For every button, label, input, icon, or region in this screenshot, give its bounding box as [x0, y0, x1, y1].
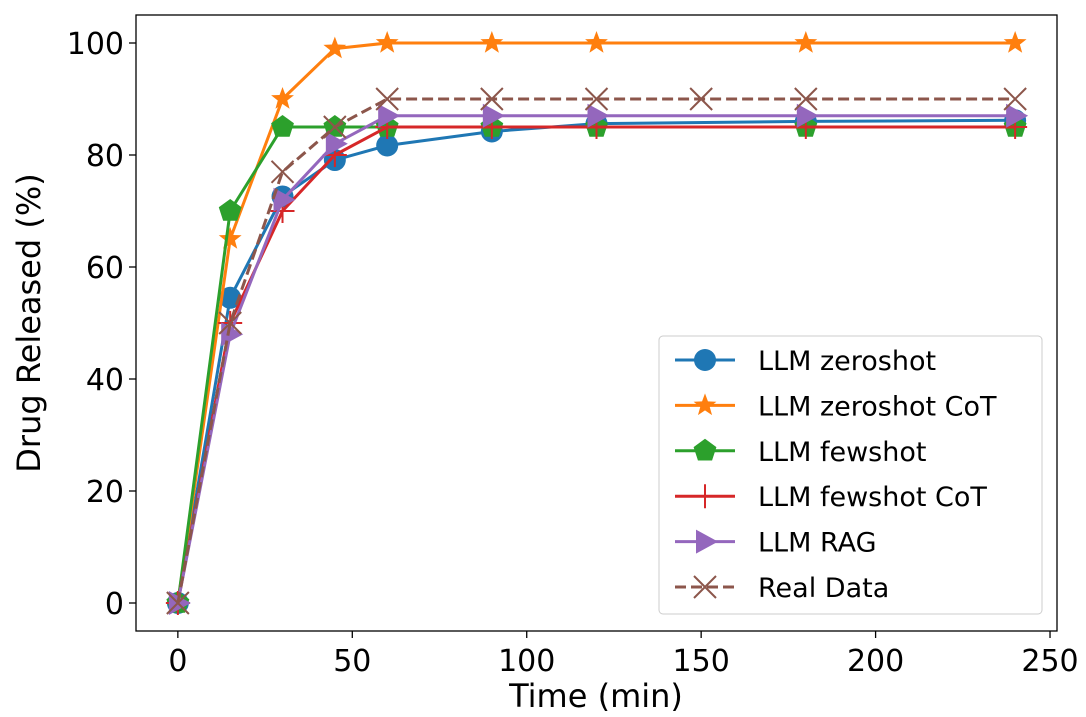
data-point	[323, 115, 347, 139]
data-point	[218, 311, 242, 335]
legend-item: Real Data	[675, 573, 889, 604]
data-point	[794, 87, 818, 111]
x-tick-label: 50	[333, 644, 371, 679]
data-point	[273, 187, 296, 212]
y-tick-label: 100	[67, 27, 124, 62]
legend-item: LLM fewshot CoT	[675, 482, 987, 513]
data-point	[587, 103, 610, 128]
y-tick-label: 20	[86, 475, 124, 510]
legend-item: LLM zeroshot	[675, 346, 936, 377]
y-axis-label: Drug Released (%)	[10, 173, 48, 472]
y-tick-label: 40	[86, 363, 124, 398]
data-point	[796, 103, 819, 128]
data-point	[168, 591, 191, 615]
legend-item: LLM zeroshot CoT	[675, 391, 997, 422]
data-point	[221, 322, 244, 347]
y-tick-label: 0	[105, 587, 124, 622]
legend-marker	[693, 484, 717, 509]
legend-label: Real Data	[758, 573, 889, 604]
data-point	[378, 103, 401, 128]
legend-marker	[693, 438, 717, 461]
plot-frame	[135, 14, 1058, 632]
data-point	[482, 103, 505, 128]
data-point	[218, 199, 242, 221]
legend-label: LLM zeroshot CoT	[758, 391, 997, 422]
data-point	[1003, 31, 1027, 53]
x-tick-label: 250	[1021, 644, 1078, 679]
data-point	[271, 115, 294, 137]
x-tick-label: 0	[168, 644, 187, 679]
data-point	[585, 31, 608, 53]
data-point	[271, 87, 294, 109]
data-point	[325, 131, 348, 156]
data-point	[689, 87, 713, 111]
data-point	[218, 227, 242, 249]
x-tick-label: 150	[673, 644, 730, 679]
data-point	[270, 160, 295, 184]
y-tick-label: 80	[86, 139, 124, 174]
series-1	[166, 31, 1027, 613]
legend: LLM zeroshot LLM zeroshot CoT LLM fewshot L…	[658, 335, 1043, 615]
legend-item: LLM RAG	[675, 528, 877, 559]
series-4	[168, 103, 1029, 615]
x-axis-label: Time (min)	[508, 677, 683, 713]
legend-marker	[696, 529, 718, 554]
legend-label: LLM fewshot	[758, 437, 926, 468]
data-point	[375, 31, 399, 53]
x-tick-label: 200	[847, 644, 904, 679]
x-tick-label: 100	[498, 644, 555, 679]
data-point	[480, 31, 504, 53]
series-line	[176, 97, 1016, 604]
legend-marker	[694, 349, 716, 371]
legend-box	[658, 335, 1043, 615]
legend-label: LLM RAG	[758, 528, 877, 559]
legend-item: LLM fewshot	[675, 437, 926, 468]
legend-marker	[693, 393, 717, 416]
data-point	[584, 87, 609, 111]
data-point	[323, 36, 347, 59]
data-point	[1003, 87, 1027, 111]
data-point	[375, 87, 399, 111]
data-point	[794, 31, 818, 53]
legend-label: LLM zeroshot	[758, 346, 936, 377]
legend-label: LLM fewshot CoT	[758, 482, 987, 513]
data-point	[166, 591, 190, 615]
data-point	[376, 134, 399, 157]
data-point	[1006, 103, 1029, 128]
data-point	[480, 87, 504, 111]
legend-marker	[693, 575, 717, 599]
series-5	[166, 87, 1027, 615]
y-tick-label: 60	[86, 251, 124, 286]
